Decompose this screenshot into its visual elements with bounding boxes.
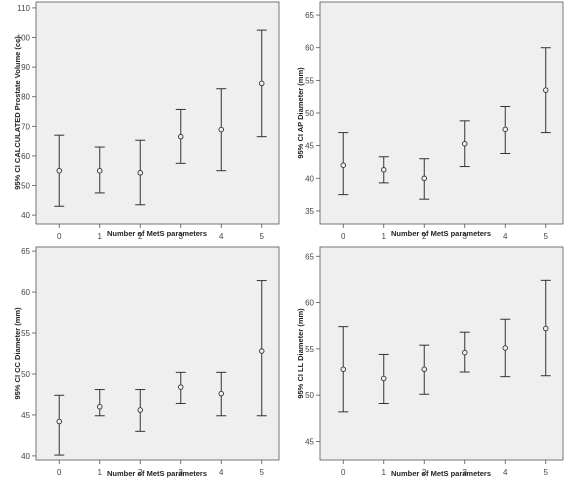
- y-tick-label: 65: [21, 247, 30, 256]
- y-tick-label: 50: [305, 109, 314, 118]
- x-tick-label: 5: [544, 468, 549, 477]
- y-tick-label: 60: [21, 288, 30, 297]
- mean-point: [259, 348, 265, 354]
- x-tick-label: 5: [260, 468, 265, 477]
- y-tick-label: 60: [305, 299, 314, 308]
- plot-area: [35, 1, 280, 225]
- y-tick-label: 40: [21, 211, 30, 220]
- y-tick-label: 45: [305, 142, 314, 151]
- y-tick-label: 70: [21, 122, 30, 131]
- y-tick-label: 40: [305, 174, 314, 183]
- mean-point: [543, 325, 549, 332]
- y-tick-label: 100: [17, 34, 31, 43]
- chart-panel-1: 40 50 60 70 80 90 100 110 0 1 2 3 4 5 Number of MetS p…: [13, 1, 280, 241]
- mean-point: [259, 80, 265, 87]
- x-tick-label: 4: [503, 468, 508, 477]
- mean-point: [543, 87, 549, 93]
- x-tick-label: 5: [260, 232, 265, 241]
- y-tick-label: 50: [21, 370, 30, 379]
- x-tick-label: 0: [341, 232, 346, 241]
- x-tick-label: 2: [138, 468, 143, 477]
- y-axis-label: 95% CI AP Diameter (mm): [296, 67, 305, 159]
- mean-point: [96, 167, 103, 174]
- mean-point: [56, 167, 63, 174]
- x-tick-label: 0: [57, 468, 62, 477]
- mean-point: [177, 133, 184, 140]
- mean-point: [137, 170, 143, 176]
- plot-area: [319, 246, 564, 461]
- x-tick-label: 1: [98, 232, 103, 241]
- y-tick-label: 45: [21, 411, 30, 420]
- x-tick-label: 3: [179, 468, 184, 477]
- mean-point: [340, 366, 347, 372]
- y-tick-label: 35: [305, 207, 314, 216]
- mean-point: [421, 366, 428, 372]
- y-axis-label: 95% CI CALCULATED Prostate Volume (cc): [13, 36, 22, 190]
- mean-point: [218, 126, 224, 133]
- y-tick-label: 50: [21, 182, 30, 191]
- x-tick-label: 3: [463, 468, 468, 477]
- mean-point: [137, 407, 143, 413]
- x-tick-label: 2: [138, 232, 143, 241]
- x-tick-label: 3: [179, 232, 184, 241]
- y-tick-label: 60: [305, 44, 314, 53]
- x-tick-label: 0: [341, 468, 346, 477]
- y-tick-label: 55: [21, 329, 30, 338]
- y-tick-label: 90: [21, 63, 30, 72]
- y-tick-label: 55: [305, 76, 314, 85]
- x-axis-label: Number of MetS parameters: [107, 229, 207, 238]
- mean-point: [462, 140, 468, 147]
- x-tick-label: 4: [503, 232, 508, 241]
- x-tick-label: 2: [422, 468, 427, 477]
- mean-point: [502, 345, 509, 351]
- y-tick-label: 55: [305, 345, 314, 354]
- x-tick-label: 5: [544, 232, 549, 241]
- x-tick-label: 0: [57, 232, 62, 241]
- plot-area: [319, 1, 564, 225]
- mean-point: [218, 390, 224, 397]
- y-axis-label: 95% CI CC Diameter (mm): [13, 307, 22, 400]
- x-tick-label: 4: [219, 468, 224, 477]
- x-tick-label: 2: [422, 232, 427, 241]
- y-tick-label: 45: [305, 437, 314, 446]
- y-tick-label: 60: [21, 152, 30, 161]
- y-tick-label: 50: [305, 391, 314, 400]
- x-tick-label: 1: [382, 468, 387, 477]
- mean-point: [421, 175, 428, 182]
- plot-area: [35, 246, 280, 461]
- y-tick-label: 65: [305, 11, 314, 20]
- mean-point: [177, 384, 184, 390]
- mean-point: [462, 349, 468, 356]
- mean-point: [502, 126, 509, 133]
- mean-point: [381, 375, 387, 382]
- x-axis-label: Number of MetS parameters: [107, 469, 207, 478]
- y-tick-label: 40: [21, 452, 30, 461]
- x-tick-label: 3: [463, 232, 468, 241]
- y-axis-label: 95% CI LL Diameter (mm): [296, 308, 305, 399]
- mean-point: [56, 418, 63, 425]
- y-tick-label: 65: [305, 252, 314, 261]
- mean-point: [381, 167, 387, 173]
- x-tick-label: 1: [382, 232, 387, 241]
- x-tick-label: 4: [219, 232, 224, 241]
- y-tick-label: 80: [21, 93, 30, 102]
- x-axis-label: Number of MetS parameters: [391, 469, 491, 478]
- x-axis-label: Number of MetS parameters: [391, 229, 491, 238]
- mean-point: [340, 162, 347, 168]
- x-tick-label: 1: [98, 468, 103, 477]
- mean-point: [96, 404, 103, 410]
- y-tick-label: 110: [17, 4, 30, 13]
